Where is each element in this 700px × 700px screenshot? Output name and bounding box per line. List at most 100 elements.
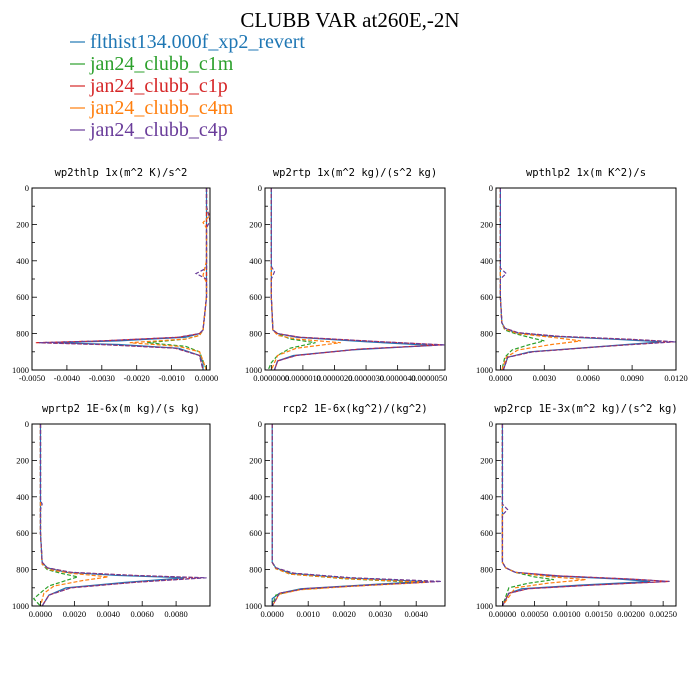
- panel-5-series-3: [501, 424, 587, 606]
- ytick-label-5-4: 800: [480, 565, 493, 575]
- ytick-label-4-0: 0: [258, 419, 262, 429]
- ytick-label-2-1: 200: [480, 219, 493, 229]
- ytick-label-2-4: 800: [480, 329, 493, 339]
- panel-frame-1: [264, 187, 446, 371]
- panel-4: rcp2 1E-6x(kg^2)/(kg^2) 0 200 400 600 800 1000…: [245, 403, 446, 619]
- panel-frame-5: [495, 423, 677, 607]
- panel-2-series-1: [499, 188, 545, 370]
- xtick-label-0-2: -0.0030: [89, 373, 115, 383]
- ytick-label-2-3: 600: [480, 292, 493, 302]
- xtick-label-2-0: 0.0000: [489, 373, 512, 383]
- xtick-label-5-1: 0.00050: [521, 609, 549, 619]
- ytick-label-4-2: 400: [249, 492, 262, 502]
- ytick-label-5-1: 200: [480, 455, 493, 465]
- xtick-label-1-4: 0.0000040: [380, 373, 416, 383]
- panel-title-5: wp2rcp 1E-3x(m^2 kg)/(s^2 kg): [494, 403, 677, 415]
- page-title: CLUBB VAR at260E,-2N: [240, 8, 459, 32]
- panel-title-3: wprtp2 1E-6x(m kg)/(s kg): [42, 403, 200, 415]
- xtick-label-1-0: 0.0000000: [253, 373, 289, 383]
- ytick-label-4-1: 200: [249, 455, 262, 465]
- panel-2-series-0: [499, 188, 662, 370]
- xtick-label-4-3: 0.0030: [369, 609, 392, 619]
- panel-4-series-1: [271, 424, 417, 606]
- panel-0-series-1: [147, 188, 208, 370]
- xtick-label-3-0: 0.0000: [29, 609, 52, 619]
- legend: flthist134.000f_xp2_revertjan24_clubb_c1…: [70, 31, 305, 141]
- ytick-label-2-5: 1000: [476, 365, 493, 375]
- ytick-label-1-0: 0: [258, 183, 262, 193]
- xtick-label-2-2: 0.0060: [577, 373, 600, 383]
- xtick-label-1-5: 0.0000050: [411, 373, 447, 383]
- ytick-label-0-0: 0: [25, 183, 29, 193]
- panel-0-series-4: [38, 188, 210, 370]
- panel-4-series-4: [271, 424, 442, 606]
- ytick-label-4-3: 600: [249, 528, 262, 538]
- xtick-label-0-3: -0.0020: [124, 373, 150, 383]
- xtick-label-3-4: 0.0080: [164, 609, 187, 619]
- xtick-label-5-0: 0.00000: [489, 609, 517, 619]
- ytick-label-1-4: 800: [249, 329, 262, 339]
- panel-1: wp2rtp 1x(m^2 kg)/(s^2 kg) 0 200 400 600 800 1…: [245, 167, 447, 383]
- ytick-label-2-0: 0: [489, 183, 493, 193]
- panel-3-series-3: [39, 424, 109, 606]
- panel-2-series-4: [499, 188, 676, 370]
- legend-entry-3: jan24_clubb_c4m: [89, 97, 234, 119]
- xtick-label-0-1: -0.0040: [54, 373, 80, 383]
- ytick-label-2-2: 400: [480, 256, 493, 266]
- xtick-label-0-0: -0.0050: [19, 373, 45, 383]
- panels: wp2thlp 1x(m^2 K)/s^202004006008001000-0…: [12, 167, 688, 619]
- panel-4-series-3: [271, 424, 428, 606]
- panel-3: wprtp2 1E-6x(m kg)/(s kg) 0 200 400 600 800 10…: [12, 403, 211, 619]
- xtick-label-1-3: 0.0000030: [348, 373, 384, 383]
- panel-5-series-1: [501, 424, 554, 606]
- panel-title-0: wp2thlp 1x(m^2 K)/s^2: [55, 167, 188, 179]
- ytick-label-3-2: 400: [16, 492, 29, 502]
- ytick-label-0-5: 1000: [12, 365, 29, 375]
- ytick-label-1-3: 600: [249, 292, 262, 302]
- xtick-label-1-2: 0.0000020: [316, 373, 352, 383]
- ytick-label-0-4: 800: [16, 329, 29, 339]
- ytick-label-3-1: 200: [16, 455, 29, 465]
- xtick-label-4-2: 0.0020: [333, 609, 356, 619]
- xtick-label-5-4: 0.00200: [617, 609, 645, 619]
- legend-entry-4: jan24_clubb_c4p: [89, 119, 228, 141]
- panel-1-series-4: [270, 188, 445, 370]
- ytick-label-1-1: 200: [249, 219, 262, 229]
- xtick-label-4-0: 0.0000: [261, 609, 284, 619]
- ytick-label-0-1: 200: [16, 219, 29, 229]
- panel-2: wpthlp2 1x(m K^2)/s020040060080010000.00…: [476, 167, 688, 383]
- panel-1-series-3: [270, 188, 341, 370]
- panel-title-1: wp2rtp 1x(m^2 kg)/(s^2 kg): [273, 167, 437, 179]
- xtick-label-2-1: 0.0030: [533, 373, 556, 383]
- ytick-label-4-4: 800: [249, 565, 262, 575]
- ytick-label-3-5: 1000: [12, 601, 29, 611]
- ytick-label-3-0: 0: [25, 419, 29, 429]
- xtick-label-2-3: 0.0090: [620, 373, 643, 383]
- ytick-label-5-3: 600: [480, 528, 493, 538]
- xtick-label-3-1: 0.0020: [63, 609, 86, 619]
- panel-5: wp2rcp 1E-3x(m^2 kg)/(s^2 kg)0 200 400 600 8…: [476, 403, 678, 619]
- panel-3-series-4: [39, 424, 207, 606]
- xtick-label-4-4: 0.0040: [405, 609, 428, 619]
- ytick-label-0-2: 400: [16, 256, 29, 266]
- xtick-label-1-1: 0.0000010: [285, 373, 321, 383]
- panel-5-series-2: [501, 424, 670, 606]
- legend-entry-0: flthist134.000f_xp2_revert: [90, 31, 305, 53]
- ytick-label-5-2: 400: [480, 492, 493, 502]
- ytick-label-3-3: 600: [16, 528, 29, 538]
- ytick-label-5-0: 0: [489, 419, 493, 429]
- panel-2-series-3: [499, 188, 581, 370]
- xtick-label-2-4: 0.0120: [664, 373, 687, 383]
- ytick-label-3-4: 800: [16, 565, 29, 575]
- xtick-label-5-3: 0.00150: [585, 609, 613, 619]
- xtick-label-3-3: 0.0060: [131, 609, 154, 619]
- panel-0-series-3: [129, 188, 210, 370]
- xtick-label-5-2: 0.00100: [553, 609, 581, 619]
- panel-1-series-1: [267, 188, 316, 370]
- legend-entry-1: jan24_clubb_c1m: [89, 53, 234, 75]
- xtick-label-0-5: 0.0000: [195, 373, 218, 383]
- ytick-label-5-5: 1000: [476, 601, 493, 611]
- panel-5-series-4: [501, 424, 670, 606]
- panel-0: wp2thlp 1x(m^2 K)/s^202004006008001000-0…: [12, 167, 218, 383]
